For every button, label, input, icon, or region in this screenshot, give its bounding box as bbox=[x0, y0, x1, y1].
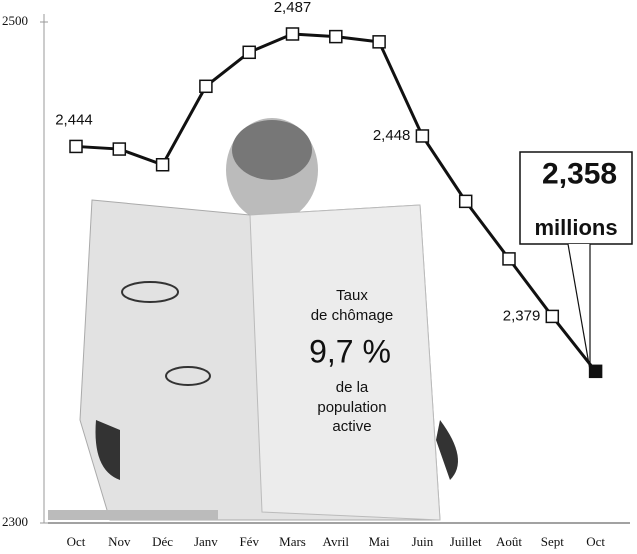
point bbox=[502, 252, 516, 266]
x-tick-label: Avril bbox=[323, 534, 350, 549]
x-tick-label: Août bbox=[496, 534, 522, 549]
data-label: 2,379 bbox=[503, 307, 541, 324]
x-tick-label: Juillet bbox=[450, 534, 482, 549]
annotation: population bbox=[317, 399, 386, 416]
point bbox=[415, 129, 430, 143]
x-tick-label: Mai bbox=[369, 534, 390, 549]
annotation: de la bbox=[336, 379, 369, 396]
y-tick-label: 2300 bbox=[2, 514, 28, 529]
point bbox=[588, 364, 603, 379]
point bbox=[155, 157, 170, 172]
point bbox=[372, 35, 386, 49]
point bbox=[199, 79, 213, 94]
point bbox=[285, 27, 300, 41]
illustration bbox=[79, 118, 458, 521]
data-label: 2,487 bbox=[274, 0, 312, 16]
point bbox=[458, 194, 473, 209]
annotation: active bbox=[332, 418, 371, 435]
data-label: 2,444 bbox=[55, 111, 93, 128]
point bbox=[329, 29, 343, 44]
x-tick-label: Juin bbox=[412, 534, 434, 549]
data-label: 2,358 bbox=[542, 157, 617, 190]
point bbox=[112, 142, 127, 156]
annotation: millions bbox=[534, 215, 617, 240]
point bbox=[545, 309, 560, 324]
annotation: 9,7 % bbox=[309, 333, 391, 369]
y-tick-label: 2500 bbox=[2, 13, 28, 28]
x-tick-label: Déc bbox=[152, 534, 173, 549]
x-tick-label: Mars bbox=[279, 534, 306, 549]
point bbox=[242, 45, 256, 60]
annotation: Taux bbox=[336, 287, 368, 304]
x-tick-label: Sept bbox=[541, 534, 565, 549]
x-tick-label: Janv bbox=[194, 534, 218, 549]
point bbox=[69, 139, 83, 154]
x-tick-label: Nov bbox=[108, 534, 131, 549]
callout bbox=[519, 151, 633, 371]
x-tick-label: Oct bbox=[586, 534, 605, 549]
data-label: 2,448 bbox=[373, 127, 411, 144]
annotation: de chômage bbox=[311, 307, 394, 324]
x-tick-label: Oct bbox=[67, 534, 86, 549]
axis-band bbox=[48, 510, 218, 520]
x-tick-label: Fév bbox=[239, 534, 259, 549]
